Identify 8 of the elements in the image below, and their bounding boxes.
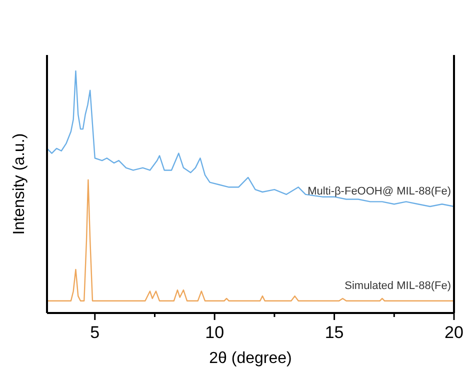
x-tick-label: 20 [444, 323, 464, 342]
x-axis-title: 2θ (degree) [209, 350, 292, 367]
x-tick-label: 15 [324, 323, 344, 342]
series-label: Multi-β-FeOOH@ MIL-88(Fe) [308, 186, 451, 198]
y-axis-title: Intensity (a.u.) [11, 133, 28, 235]
x-tick-label: 5 [90, 323, 100, 342]
series-label: Simulated MIL-88(Fe) [344, 280, 451, 292]
x-tick-label: 10 [205, 323, 224, 342]
